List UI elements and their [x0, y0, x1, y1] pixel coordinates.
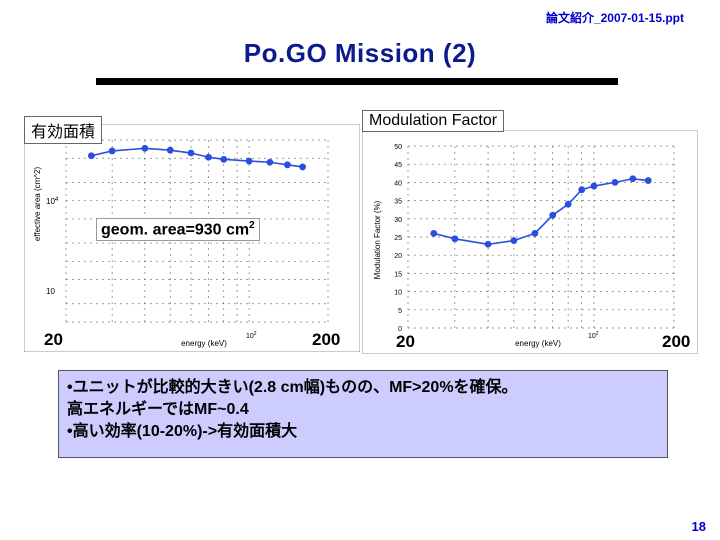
summary-line: •高い効率(10-20%)->有効面積大 [67, 423, 298, 440]
left-x-tick-label: 102 [246, 331, 257, 340]
data-point [430, 229, 438, 237]
right-x-end-tick: 200 [662, 332, 691, 351]
page-number: 18 [691, 519, 706, 534]
right-x-start-tick: 20 [396, 332, 415, 351]
left-y-axis-label: effective area (cm^2) [33, 167, 42, 242]
right-y-tick-label: 25 [394, 235, 402, 242]
data-point [484, 240, 492, 248]
data-point [564, 200, 572, 208]
right-y-tick-label: 35 [394, 199, 402, 206]
data-point [549, 211, 557, 219]
title-divider [96, 78, 618, 85]
left-x-axis-label: energy (keV) [181, 339, 227, 348]
right-y-tick-label: 15 [394, 271, 402, 278]
data-point [531, 229, 539, 237]
data-point [629, 175, 637, 183]
data-point [266, 158, 274, 166]
data-point [284, 161, 291, 169]
right-y-tick-label: 5 [398, 308, 402, 315]
data-point [578, 186, 586, 194]
data-point [141, 144, 149, 152]
right-y-tick-label: 10 [394, 290, 402, 297]
data-point [245, 157, 253, 165]
effective-area-label: 有効面積 [24, 116, 103, 144]
data-point [87, 152, 95, 160]
data-point [590, 182, 598, 190]
summary-line: •ユニットが比較的大きい(2.8 cm幅)ものの、MF>20%を確保。 [67, 379, 518, 396]
data-point [510, 237, 518, 245]
right-y-tick-label: 50 [394, 144, 402, 151]
right-y-ticks: 0 5 10 15 20 25 30 35 40 45 50 [394, 144, 402, 333]
effective-area-chart: effective area (cm^2) 104 10 energy (keV… [24, 124, 360, 352]
geom-area-label: geom. area=930 cm2 [96, 218, 260, 242]
right-y-tick-label: 20 [394, 253, 402, 260]
data-point [108, 147, 116, 155]
right-chart-frame [362, 130, 698, 354]
geom-area-text: geom. area=930 cm [101, 221, 250, 239]
right-y-tick-label: 30 [394, 217, 402, 224]
right-x-tick-label: 102 [588, 331, 599, 340]
file-reference: 論文紹介_2007-01-15.ppt [545, 11, 684, 25]
geom-area-superscript: 2 [249, 220, 255, 231]
summary-box: •ユニットが比較的大きい(2.8 cm幅)ものの、MF>20%を確保。 高エネル… [58, 370, 668, 458]
right-y-tick-label: 45 [394, 162, 402, 169]
data-point [644, 177, 652, 184]
left-x-end-tick: 200 [312, 330, 341, 349]
right-y-axis-label: Modulation Factor (%) [373, 200, 382, 279]
data-point [611, 179, 619, 186]
data-point [299, 163, 307, 171]
modulation-factor-label: Modulation Factor [362, 110, 505, 132]
right-chart-grid [407, 145, 675, 329]
data-point [451, 235, 459, 243]
summary-line: 高エネルギーではMF~0.4 [67, 401, 249, 418]
page-title: Po.GO Mission (2) [243, 38, 477, 68]
data-point [205, 153, 212, 161]
data-point [220, 155, 228, 163]
left-y-tick-label: 104 [46, 197, 59, 206]
data-point [166, 146, 174, 154]
modulation-factor-chart: 0 5 10 15 20 25 30 35 40 45 50 Modulation Factor (… [362, 130, 698, 354]
data-point [187, 149, 195, 157]
left-y-tick-label: 10 [46, 287, 55, 296]
right-series [430, 175, 652, 248]
right-y-tick-label: 0 [398, 326, 402, 333]
left-x-start-tick: 20 [44, 330, 63, 349]
right-x-axis-label: energy (keV) [515, 339, 561, 348]
right-y-tick-label: 40 [394, 180, 402, 187]
left-series [87, 144, 307, 171]
